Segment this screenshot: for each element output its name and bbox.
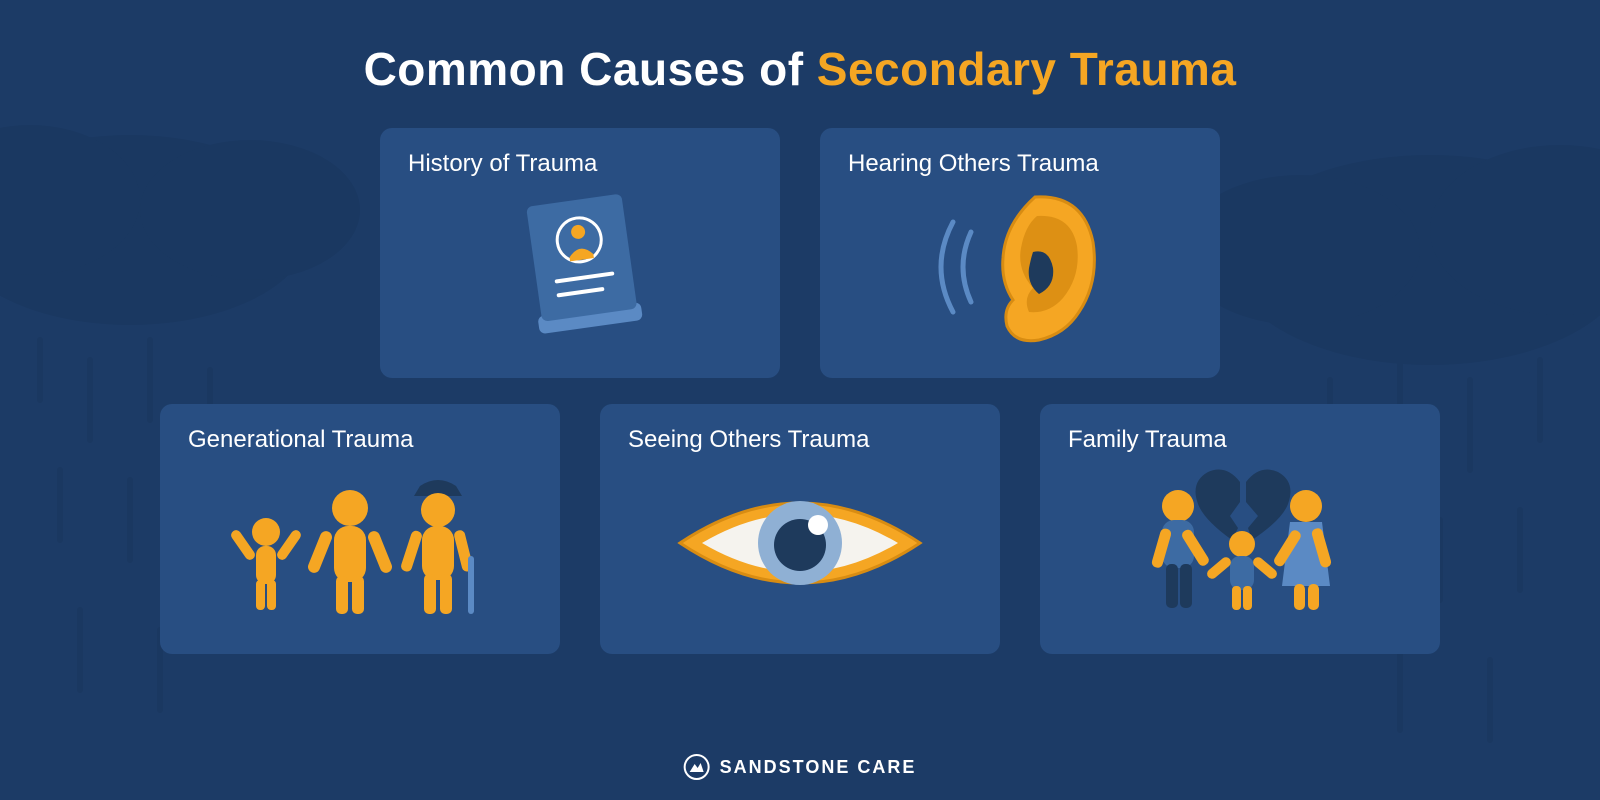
title-part-a: Common Causes of [364,43,817,95]
eye-icon [628,454,972,632]
footer-text: SANDSTONE CARE [720,757,917,778]
card-generational-label: Generational Trauma [188,426,532,454]
ear-icon [848,178,1192,356]
book-person-icon [408,178,752,356]
generations-icon [188,454,532,632]
title-part-b: Secondary Trauma [817,43,1237,95]
card-grid: History of Trauma [160,128,1440,654]
card-seeing: Seeing Others Trauma [600,404,1000,654]
family-broken-heart-icon [1068,454,1412,632]
card-history-label: History of Trauma [408,150,752,178]
card-seeing-label: Seeing Others Trauma [628,426,972,454]
brand-logo-icon [684,754,710,780]
card-history: History of Trauma [380,128,780,378]
card-hearing-label: Hearing Others Trauma [848,150,1192,178]
card-family: Family Trauma [1040,404,1440,654]
page-title: Common Causes of Secondary Trauma [364,42,1237,96]
card-family-label: Family Trauma [1068,426,1412,454]
card-row-1: History of Trauma [380,128,1220,378]
card-row-2: Generational Trauma [160,404,1440,654]
card-generational: Generational Trauma [160,404,560,654]
card-hearing: Hearing Others Trauma [820,128,1220,378]
footer-brand: SANDSTONE CARE [684,754,917,780]
